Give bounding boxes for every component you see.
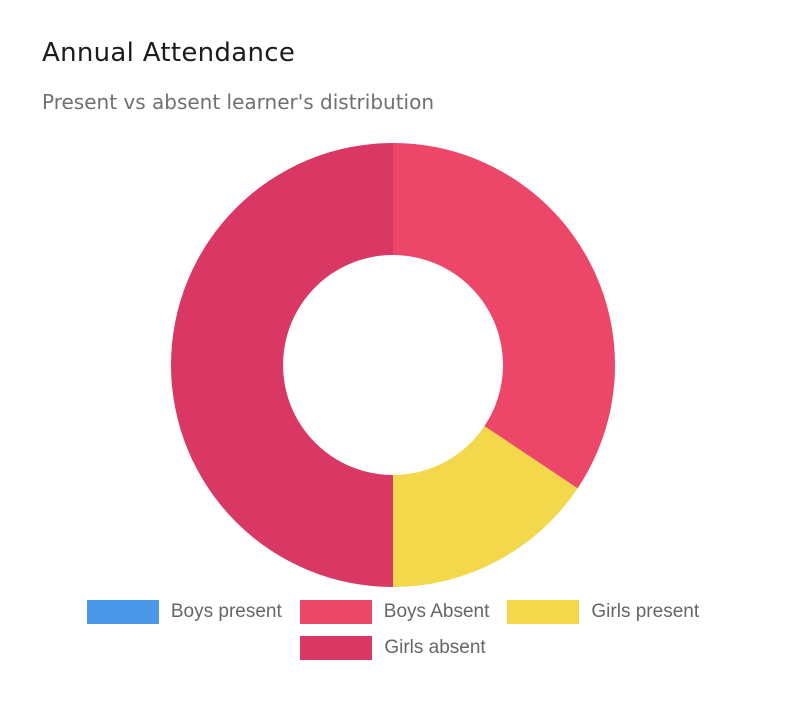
legend-swatch	[299, 600, 372, 624]
legend-item[interactable]: Girls absent	[300, 636, 486, 660]
chart-subtitle: Present vs absent learner's distribution	[42, 90, 435, 114]
slice-boys-absent[interactable]	[393, 143, 616, 489]
chart-title: Annual Attendance	[42, 38, 296, 68]
legend-item[interactable]: Girls present	[507, 600, 699, 624]
legend-label: Boys present	[170, 601, 282, 622]
legend-label: Girls present	[591, 601, 700, 622]
legend-item[interactable]: Boys Absent	[299, 600, 490, 624]
legend-swatch	[300, 636, 373, 660]
doughnut-chart	[171, 143, 616, 587]
legend-label: Girls absent	[384, 637, 486, 658]
legend-swatch	[86, 600, 159, 624]
legend-swatch	[507, 600, 580, 624]
slice-girls-present[interactable]	[393, 426, 578, 587]
legend-item[interactable]: Boys present	[86, 600, 282, 624]
legend-label: Boys Absent	[383, 601, 490, 622]
slice-girls-absent[interactable]	[171, 143, 393, 587]
legend: Boys present Boys Absent Girls present Gir…	[0, 600, 786, 672]
